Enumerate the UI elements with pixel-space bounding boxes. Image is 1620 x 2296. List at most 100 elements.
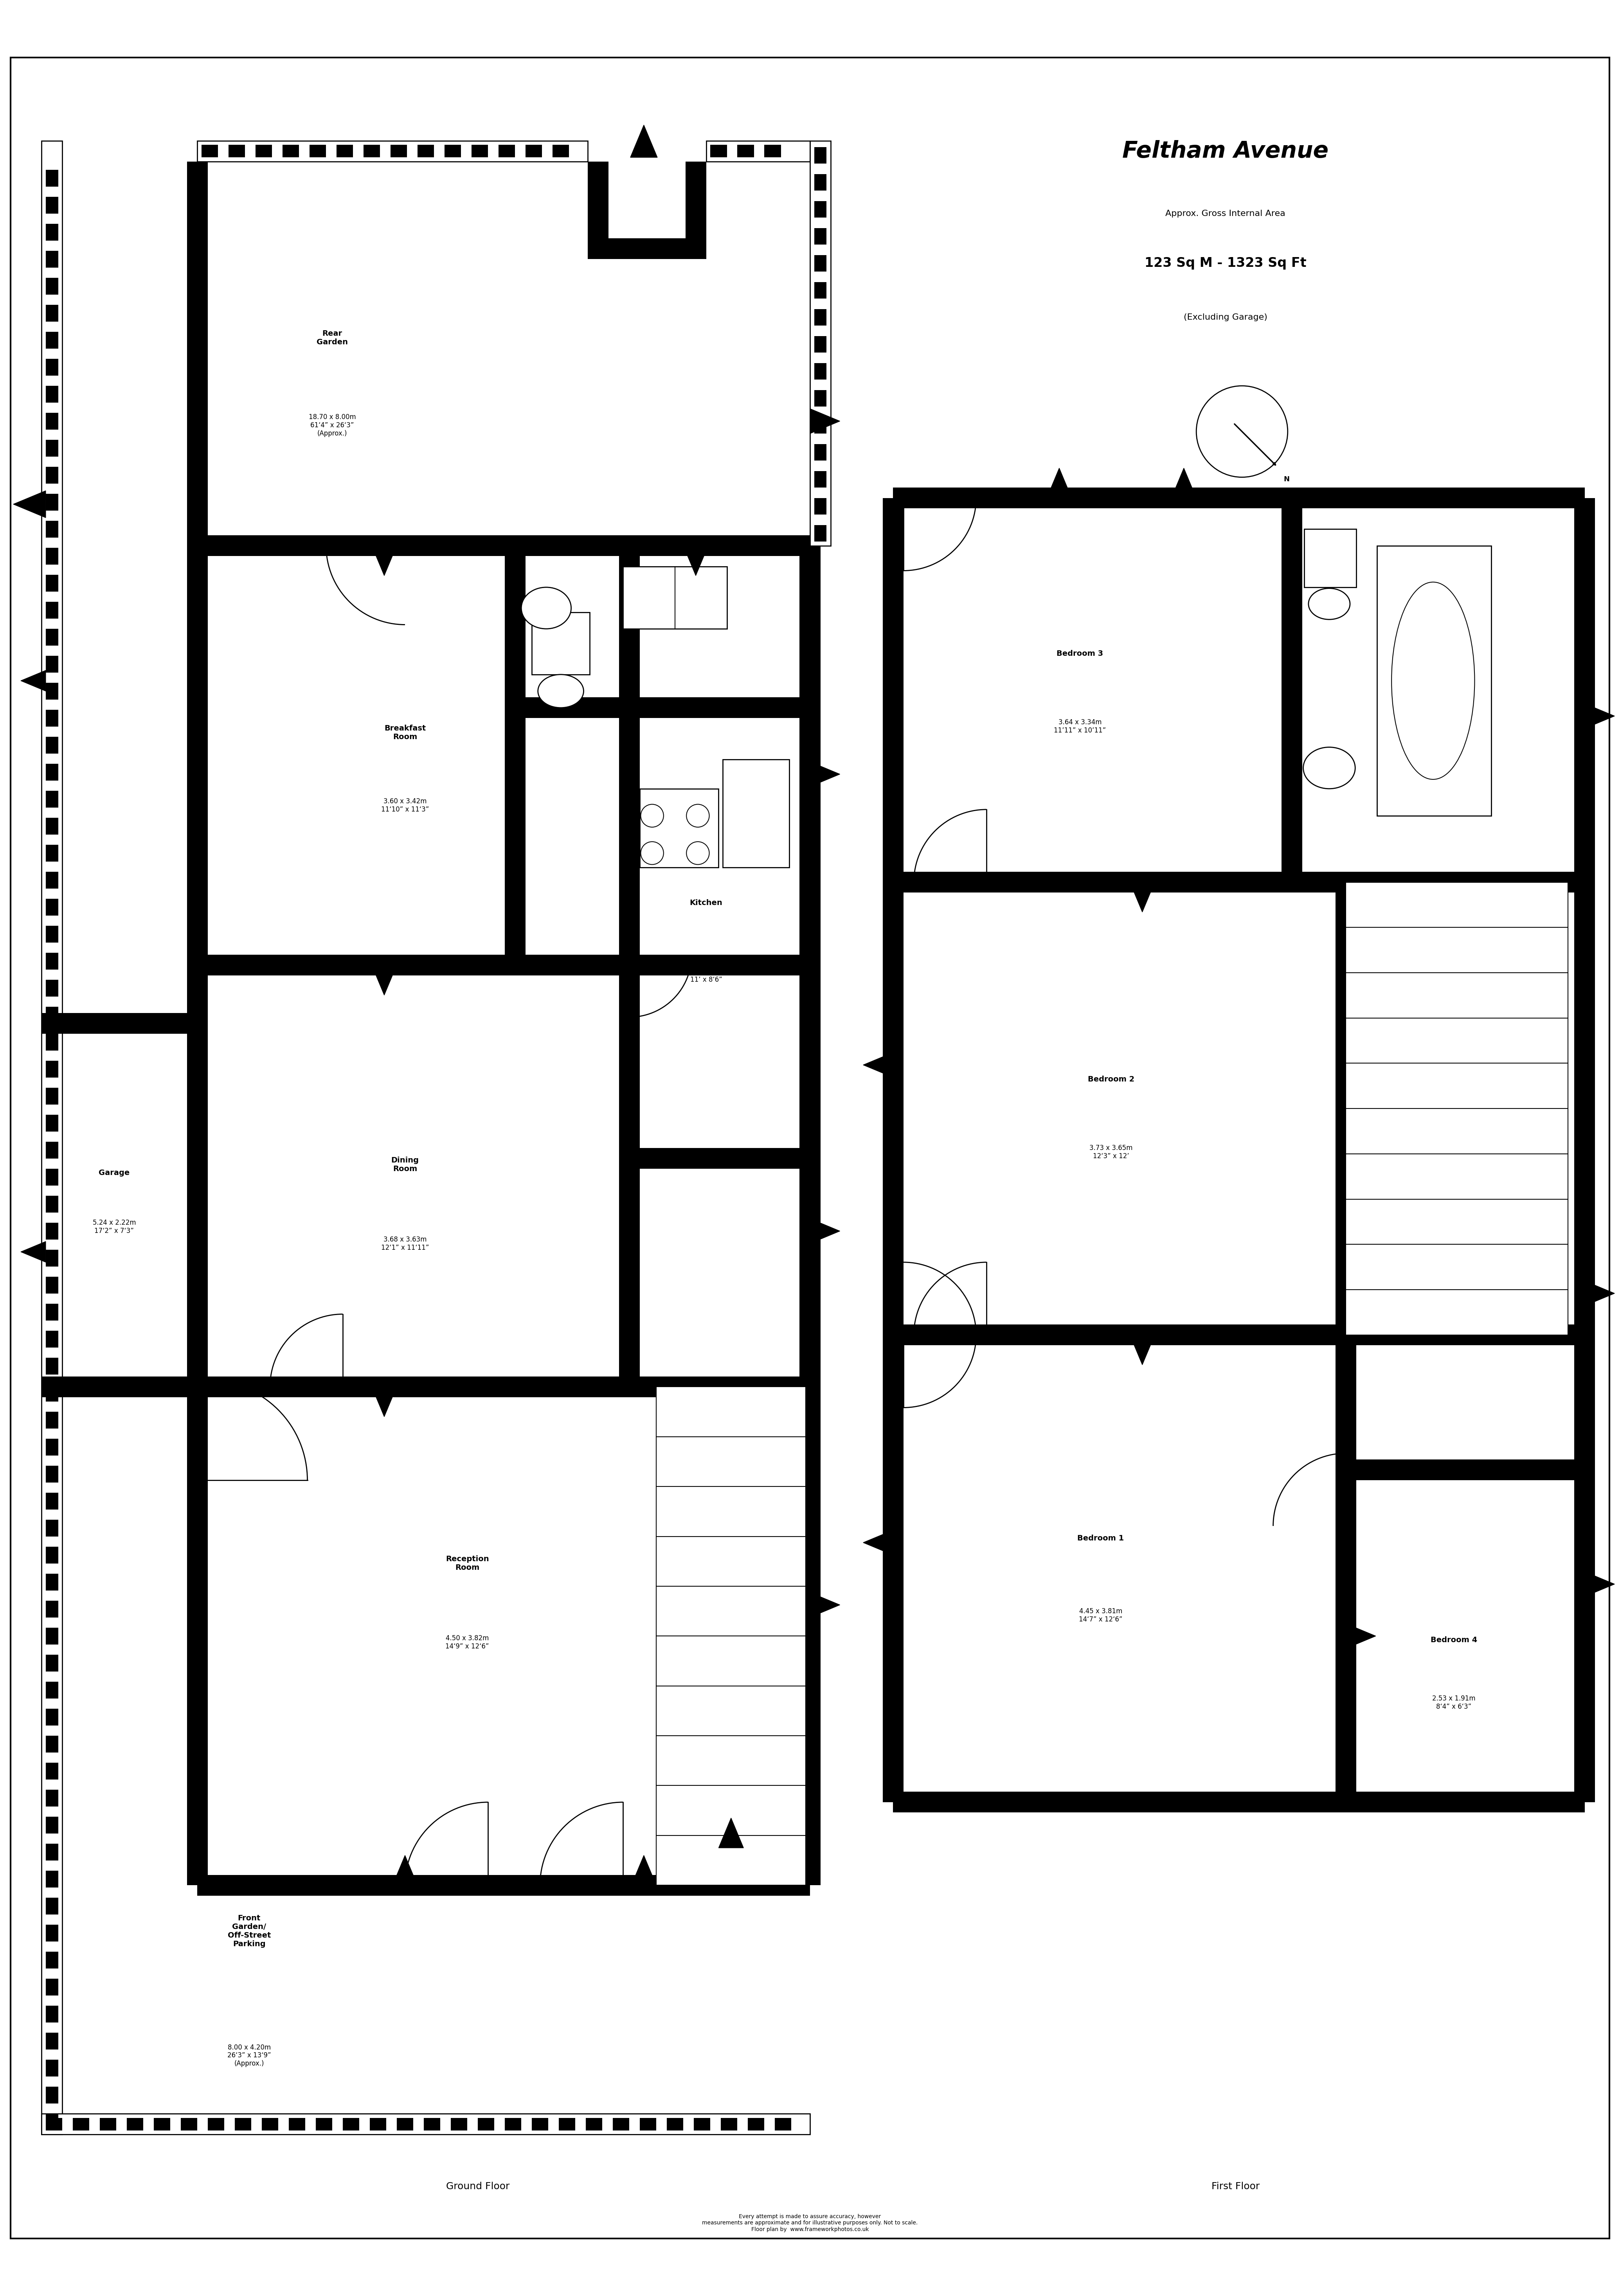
Polygon shape: [1584, 1573, 1615, 1596]
Polygon shape: [684, 546, 708, 576]
Bar: [693, 2117, 710, 2131]
Bar: [45, 333, 58, 349]
Bar: [1377, 546, 1492, 815]
Bar: [1346, 1469, 1568, 1802]
Bar: [235, 2117, 251, 2131]
Bar: [45, 925, 58, 941]
Bar: [748, 2117, 765, 2131]
Bar: [45, 682, 58, 700]
Bar: [42, 1013, 207, 1033]
Bar: [45, 1681, 58, 1699]
Text: Bedroom 2: Bedroom 2: [1087, 1077, 1134, 1084]
Bar: [1346, 1109, 1568, 1155]
Bar: [45, 441, 58, 457]
Bar: [815, 310, 826, 326]
Bar: [893, 498, 1291, 882]
Bar: [228, 145, 245, 158]
Bar: [721, 2117, 737, 2131]
Bar: [1346, 974, 1568, 1017]
Bar: [588, 161, 609, 259]
Bar: [45, 2060, 58, 2076]
Text: Feltham Avenue: Feltham Avenue: [1123, 140, 1328, 163]
Bar: [45, 1384, 58, 1401]
Bar: [45, 1600, 58, 1616]
Bar: [45, 1440, 58, 1456]
Bar: [710, 145, 727, 158]
Bar: [815, 363, 826, 379]
Bar: [337, 145, 353, 158]
Bar: [586, 2117, 603, 2131]
Bar: [656, 1736, 805, 1786]
Bar: [42, 2115, 810, 2135]
Circle shape: [642, 843, 664, 866]
Bar: [656, 1486, 805, 1536]
Ellipse shape: [1302, 746, 1356, 790]
Bar: [45, 1304, 58, 1320]
Bar: [363, 145, 381, 158]
Bar: [316, 2117, 332, 2131]
Bar: [1346, 882, 1568, 928]
Bar: [893, 487, 1584, 507]
Bar: [815, 498, 826, 514]
Text: Dining
Room: Dining Room: [390, 1157, 420, 1173]
Ellipse shape: [522, 588, 572, 629]
Bar: [515, 698, 810, 719]
Bar: [45, 197, 58, 214]
Text: 3.73 x 3.65m
12‘3” x 12’: 3.73 x 3.65m 12‘3” x 12’: [1090, 1146, 1132, 1159]
Bar: [815, 255, 826, 271]
Bar: [45, 1952, 58, 1968]
Polygon shape: [371, 964, 397, 994]
Bar: [418, 145, 434, 158]
Bar: [154, 2117, 170, 2131]
Bar: [525, 145, 543, 158]
Bar: [45, 1924, 58, 1942]
Bar: [45, 1844, 58, 1860]
Bar: [198, 1375, 810, 1398]
Polygon shape: [1047, 468, 1072, 498]
Polygon shape: [810, 762, 839, 788]
Bar: [612, 2117, 629, 2131]
Bar: [45, 1573, 58, 1591]
Bar: [45, 953, 58, 969]
Bar: [45, 1249, 58, 1267]
Text: Front
Garden/
Off-Street
Parking: Front Garden/ Off-Street Parking: [228, 1915, 271, 1947]
Bar: [45, 549, 58, 565]
Bar: [207, 2117, 224, 2131]
Bar: [893, 872, 1584, 893]
Bar: [1304, 528, 1356, 588]
Polygon shape: [863, 1529, 893, 1554]
Bar: [45, 1736, 58, 1752]
Ellipse shape: [538, 675, 583, 707]
Text: Garage: Garage: [99, 1169, 130, 1176]
Bar: [45, 1088, 58, 1104]
Bar: [45, 1979, 58, 1995]
Bar: [45, 1116, 58, 1132]
Bar: [42, 1885, 810, 2135]
Polygon shape: [719, 1818, 744, 1848]
Bar: [531, 2117, 548, 2131]
Bar: [1346, 1155, 1568, 1199]
Bar: [774, 2117, 791, 2131]
Bar: [619, 546, 640, 1387]
Text: Bedroom 3: Bedroom 3: [1056, 650, 1103, 657]
Bar: [45, 845, 58, 861]
Text: Breakfast
Room: Breakfast Room: [384, 726, 426, 742]
Bar: [1346, 882, 1568, 1334]
Bar: [186, 1024, 207, 1387]
Bar: [45, 737, 58, 753]
Bar: [1346, 1199, 1568, 1244]
Ellipse shape: [1392, 583, 1474, 778]
Bar: [1335, 882, 1356, 1802]
Bar: [656, 1786, 805, 1835]
Text: Kitchen: Kitchen: [690, 900, 723, 907]
Bar: [45, 2117, 62, 2131]
Text: (Excluding Garage): (Excluding Garage): [1184, 312, 1267, 321]
Bar: [656, 1536, 805, 1587]
Bar: [201, 145, 219, 158]
Bar: [424, 2117, 441, 2131]
Bar: [45, 602, 58, 618]
Bar: [45, 898, 58, 916]
Polygon shape: [1171, 468, 1196, 498]
Bar: [198, 161, 810, 546]
Bar: [198, 964, 629, 1387]
